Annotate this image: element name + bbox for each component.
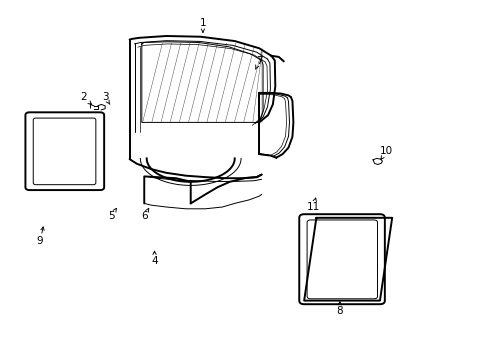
FancyBboxPatch shape [306,220,377,299]
FancyBboxPatch shape [299,214,384,304]
Text: 6: 6 [141,211,147,221]
Text: 8: 8 [336,306,343,316]
Text: 9: 9 [37,236,43,246]
FancyBboxPatch shape [33,118,96,185]
Text: 3: 3 [102,92,108,102]
Text: 2: 2 [80,92,86,102]
FancyBboxPatch shape [25,112,104,190]
Text: 11: 11 [305,202,319,212]
Text: 5: 5 [108,211,115,221]
Text: 10: 10 [379,146,392,156]
Text: 4: 4 [151,256,158,266]
Text: 7: 7 [255,56,262,66]
Text: 1: 1 [199,18,206,28]
